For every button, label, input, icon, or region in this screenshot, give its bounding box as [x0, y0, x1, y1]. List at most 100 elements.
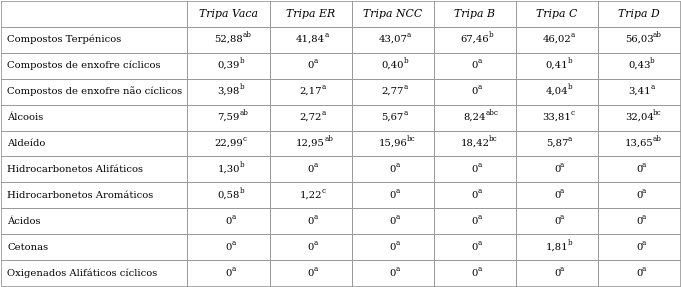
- Text: a: a: [313, 239, 317, 247]
- Text: 43,07: 43,07: [379, 35, 407, 44]
- Text: 18,42: 18,42: [460, 139, 490, 148]
- Text: 0: 0: [554, 217, 560, 226]
- Text: 3,98: 3,98: [217, 87, 240, 96]
- Text: a: a: [321, 109, 326, 117]
- Text: Tripa C: Tripa C: [537, 9, 577, 19]
- Text: 0: 0: [636, 165, 642, 174]
- Text: 0: 0: [554, 269, 560, 278]
- Text: a: a: [313, 161, 317, 169]
- Text: c: c: [571, 109, 575, 117]
- Text: Compostos Terpénicos: Compostos Terpénicos: [7, 35, 122, 44]
- Text: 0: 0: [472, 191, 478, 200]
- Text: 0: 0: [225, 217, 232, 226]
- Text: c: c: [242, 135, 247, 143]
- Text: b: b: [568, 57, 573, 65]
- Text: 2,17: 2,17: [300, 87, 322, 96]
- Text: ab: ab: [242, 31, 251, 39]
- Text: 0: 0: [225, 243, 232, 252]
- Text: a: a: [560, 161, 564, 169]
- Text: 33,81: 33,81: [543, 113, 571, 122]
- Text: a: a: [313, 213, 317, 221]
- Text: 7,59: 7,59: [217, 113, 240, 122]
- Text: 0: 0: [225, 269, 232, 278]
- Text: 15,96: 15,96: [379, 139, 407, 148]
- Text: 52,88: 52,88: [214, 35, 243, 44]
- Text: Tripa D: Tripa D: [618, 9, 660, 19]
- Text: 2,77: 2,77: [381, 87, 404, 96]
- Text: bc: bc: [653, 109, 661, 117]
- Text: Aldeído: Aldeído: [7, 139, 46, 148]
- Text: 0: 0: [636, 269, 642, 278]
- Text: Ácidos: Ácidos: [7, 217, 41, 226]
- Text: 0: 0: [390, 165, 396, 174]
- Text: a: a: [571, 31, 575, 39]
- Text: a: a: [477, 239, 482, 247]
- Text: 0: 0: [472, 87, 478, 96]
- Text: a: a: [407, 31, 411, 39]
- Text: a: a: [560, 187, 564, 195]
- Text: 0: 0: [390, 243, 396, 252]
- Text: 0: 0: [307, 61, 314, 70]
- Text: ab: ab: [324, 135, 333, 143]
- Text: 0: 0: [472, 269, 478, 278]
- Text: a: a: [232, 239, 236, 247]
- Text: a: a: [404, 83, 408, 91]
- Text: a: a: [313, 57, 317, 65]
- Text: 0: 0: [307, 165, 314, 174]
- Text: 0: 0: [636, 191, 642, 200]
- Text: a: a: [477, 265, 482, 273]
- Text: 22,99: 22,99: [214, 139, 243, 148]
- Text: bc: bc: [489, 135, 497, 143]
- Text: b: b: [240, 83, 244, 91]
- Text: Álcoois: Álcoois: [7, 113, 44, 122]
- Text: 13,65: 13,65: [625, 139, 654, 148]
- Text: 0: 0: [636, 217, 642, 226]
- Text: 0: 0: [472, 61, 478, 70]
- Text: Hidrocarbonetos Aromáticos: Hidrocarbonetos Aromáticos: [7, 191, 154, 200]
- Text: 0,43: 0,43: [628, 61, 650, 70]
- Text: b: b: [568, 239, 573, 247]
- Text: a: a: [560, 213, 564, 221]
- Text: a: a: [560, 265, 564, 273]
- Text: Compostos de enxofre cíclicos: Compostos de enxofre cíclicos: [7, 61, 161, 70]
- Text: 0: 0: [390, 191, 396, 200]
- Text: a: a: [642, 265, 646, 273]
- Text: 0,39: 0,39: [217, 61, 240, 70]
- Text: 3,41: 3,41: [628, 87, 650, 96]
- Text: Cetonas: Cetonas: [7, 243, 48, 252]
- Text: bc: bc: [407, 135, 415, 143]
- Text: 0: 0: [390, 217, 396, 226]
- Text: Tripa NCC: Tripa NCC: [363, 9, 422, 19]
- Text: a: a: [396, 161, 400, 169]
- Text: ab: ab: [653, 31, 662, 39]
- Text: 5,87: 5,87: [546, 139, 568, 148]
- Text: a: a: [642, 161, 646, 169]
- Text: 67,46: 67,46: [460, 35, 489, 44]
- Text: 4,04: 4,04: [545, 87, 569, 96]
- Text: a: a: [642, 239, 646, 247]
- Text: 0: 0: [554, 191, 560, 200]
- Text: b: b: [489, 31, 493, 39]
- Text: 0,41: 0,41: [545, 61, 569, 70]
- Text: b: b: [568, 83, 573, 91]
- Text: a: a: [232, 213, 236, 221]
- Text: 32,04: 32,04: [624, 113, 654, 122]
- Text: Tripa B: Tripa B: [454, 9, 496, 19]
- Text: 2,72: 2,72: [300, 113, 322, 122]
- Text: b: b: [240, 57, 244, 65]
- Text: 0: 0: [636, 243, 642, 252]
- Text: 0: 0: [307, 243, 314, 252]
- Text: a: a: [477, 57, 482, 65]
- Text: 1,22: 1,22: [300, 191, 322, 200]
- Text: a: a: [232, 265, 236, 273]
- Text: 1,81: 1,81: [545, 243, 569, 252]
- Text: c: c: [321, 187, 326, 195]
- Text: 0: 0: [472, 217, 478, 226]
- Text: 0: 0: [390, 269, 396, 278]
- Text: Tripa ER: Tripa ER: [286, 9, 335, 19]
- Text: abc: abc: [486, 109, 498, 117]
- Text: a: a: [477, 213, 482, 221]
- Text: 41,84: 41,84: [296, 35, 326, 44]
- Text: a: a: [650, 83, 654, 91]
- Text: a: a: [568, 135, 572, 143]
